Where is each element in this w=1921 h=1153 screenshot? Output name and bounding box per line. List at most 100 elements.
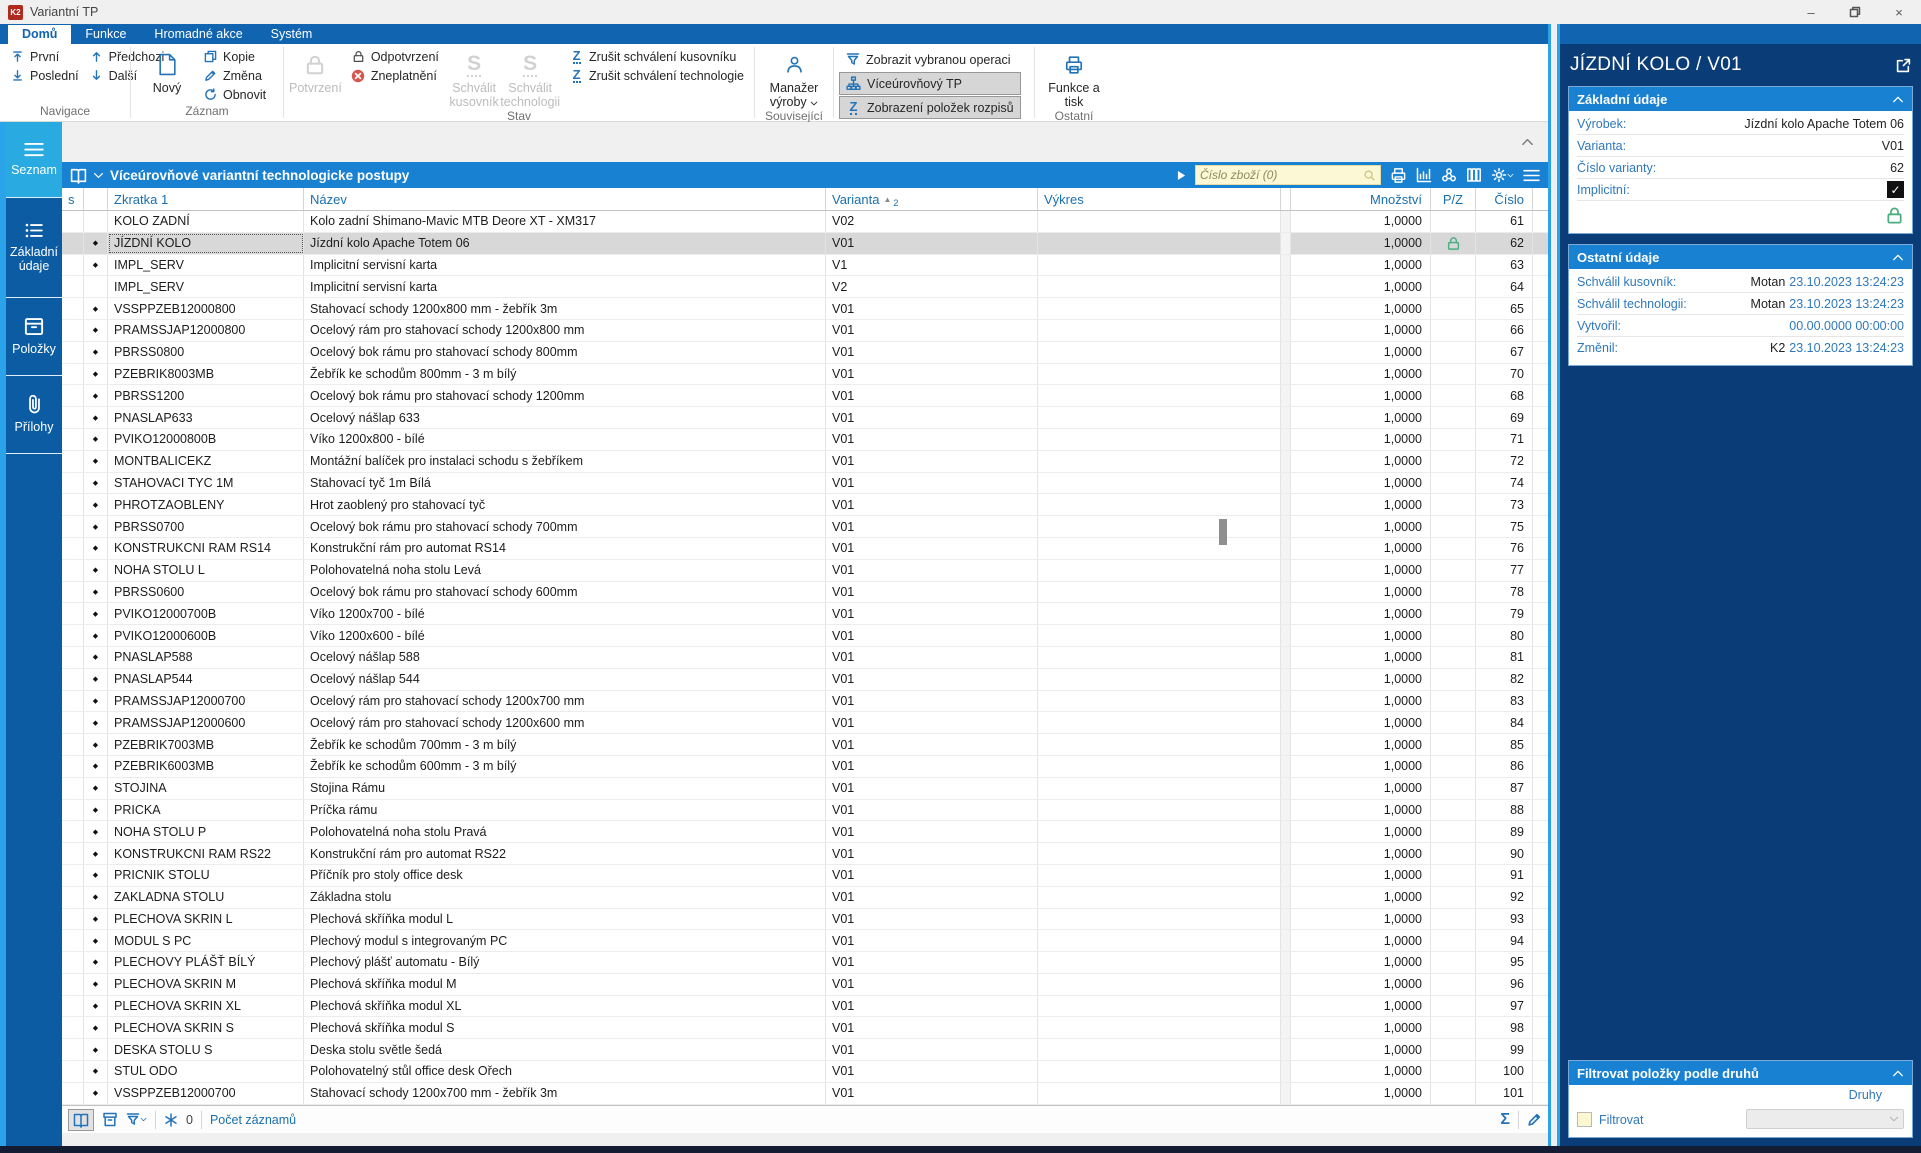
snowflake-icon[interactable] bbox=[164, 1113, 178, 1127]
column-header-marker[interactable] bbox=[84, 188, 108, 210]
scrollbar-track[interactable] bbox=[1281, 952, 1291, 973]
minimize-button[interactable]: – bbox=[1807, 4, 1815, 20]
scrollbar-track[interactable] bbox=[1281, 1082, 1291, 1104]
table-row[interactable]: ◆ PRAMSSJAP12000800 Ocelový rám pro stah… bbox=[62, 319, 1548, 342]
sidebar-item-zakladni-udaje[interactable]: Základní údaje bbox=[6, 198, 62, 298]
panel-splitter[interactable] bbox=[1548, 24, 1560, 1146]
scrollbar-track[interactable] bbox=[1281, 1061, 1291, 1082]
scrollbar-track[interactable] bbox=[1281, 603, 1291, 625]
table-row[interactable]: ◆ PLECHOVA SKRIN S Plechová skříňka modu… bbox=[62, 1017, 1548, 1040]
item-number-search-input[interactable] bbox=[1200, 168, 1363, 182]
gear-icon[interactable] bbox=[1491, 167, 1514, 183]
table-row[interactable]: ◆ PVIKO12000700B Víko 1200x700 - bílé V0… bbox=[62, 603, 1548, 626]
scrollbar-track[interactable] bbox=[1281, 821, 1291, 843]
scrollbar-track[interactable] bbox=[1281, 973, 1291, 995]
scrollbar-track[interactable] bbox=[1281, 516, 1291, 537]
collapse-icon[interactable] bbox=[1892, 96, 1904, 103]
scrollbar-track[interactable] bbox=[1281, 254, 1291, 276]
table-row[interactable]: ◆ VSSPPZEB12000700 Stahovací schody 1200… bbox=[62, 1082, 1548, 1105]
table-row[interactable]: ◆ STUL ODO Polohovatelný stůl office des… bbox=[62, 1061, 1548, 1083]
scrollbar-track[interactable] bbox=[1281, 1017, 1291, 1039]
scrollbar-track[interactable] bbox=[1281, 385, 1291, 407]
chart-icon[interactable] bbox=[1416, 167, 1432, 183]
scrollbar-track[interactable] bbox=[1281, 450, 1291, 472]
table-row[interactable]: ◆ MODUL S PC Plechový modul s integrovan… bbox=[62, 930, 1548, 953]
scrollbar-track[interactable] bbox=[1281, 232, 1291, 254]
tab-system[interactable]: Systém bbox=[270, 27, 313, 41]
change-button[interactable]: Změna bbox=[198, 66, 271, 85]
ribbon-collapse-button[interactable] bbox=[1521, 138, 1534, 146]
menu-icon[interactable] bbox=[1523, 169, 1540, 182]
column-header-vykres[interactable]: Výkres bbox=[1038, 188, 1281, 210]
table-row[interactable]: ◆ JÍZDNÍ KOLO Jízdní kolo Apache Totem 0… bbox=[62, 232, 1548, 255]
table-row[interactable]: ◆ PBRSS1200 Ocelový bok rámu pro stahova… bbox=[62, 385, 1548, 408]
table-row[interactable]: ◆ MONTBALICEKZ Montážní balíček pro inst… bbox=[62, 450, 1548, 473]
unconfirm-button[interactable]: Odpotvrzení bbox=[346, 47, 444, 66]
table-row[interactable]: ◆ NOHA STOLU P Polohovatelná noha stolu … bbox=[62, 821, 1548, 844]
table-row[interactable]: ◆ STOJINA Stojina Rámu V01 1,0000 87 bbox=[62, 777, 1548, 800]
scrollbar-track[interactable] bbox=[1281, 341, 1291, 363]
table-row[interactable]: ◆ KONSTRUKCNI RAM RS22 Konstrukční rám p… bbox=[62, 843, 1548, 865]
invalidate-button[interactable]: Zneplatnění bbox=[346, 66, 444, 85]
tab-domu[interactable]: Domů bbox=[8, 25, 72, 44]
table-row[interactable]: ◆ PVIKO12000800B Víko 1200x800 - bílé V0… bbox=[62, 428, 1548, 451]
restore-button[interactable] bbox=[1833, 0, 1877, 24]
sidebar-item-prilohy[interactable]: Přílohy bbox=[6, 376, 62, 454]
table-row[interactable]: ◆ VSSPPZEB12000800 Stahovací schody 1200… bbox=[62, 298, 1548, 320]
collapse-icon[interactable] bbox=[1892, 1070, 1904, 1077]
table-row[interactable]: IMPL_SERV Implicitní servisní karta V2 1… bbox=[62, 276, 1548, 299]
scrollbar-thumb[interactable] bbox=[1219, 519, 1227, 545]
table-row[interactable]: ◆ DESKA STOLU S Deska stolu světle šedá … bbox=[62, 1039, 1548, 1062]
scrollbar-track[interactable] bbox=[1281, 690, 1291, 712]
table-row[interactable]: ◆ PBRSS0700 Ocelový bok rámu pro stahova… bbox=[62, 516, 1548, 538]
column-header-cislo[interactable]: Číslo bbox=[1476, 188, 1533, 210]
scrollbar-track[interactable] bbox=[1281, 668, 1291, 690]
scrollbar-track[interactable] bbox=[1281, 472, 1291, 494]
book-icon[interactable] bbox=[70, 167, 87, 184]
last-button[interactable]: Poslední bbox=[5, 66, 84, 85]
table-row[interactable]: ◆ PLECHOVY PLÁŠŤ BÍLÝ Plechový plášť aut… bbox=[62, 952, 1548, 974]
book-view-toggle[interactable] bbox=[68, 1108, 94, 1131]
scrollbar-track[interactable] bbox=[1281, 843, 1291, 864]
table-row[interactable]: ◆ NOHA STOLU L Polohovatelná noha stolu … bbox=[62, 559, 1548, 582]
new-button[interactable]: Nový bbox=[136, 47, 198, 95]
table-row[interactable]: ◆ PRICKA Príčka rámu V01 1,0000 88 bbox=[62, 799, 1548, 822]
table-row[interactable]: ◆ PLECHOVA SKRIN M Plechová skříňka modu… bbox=[62, 973, 1548, 996]
approve-tech-button[interactable]: S Schválit technologii bbox=[500, 51, 561, 110]
refresh-button[interactable]: Obnovit bbox=[198, 85, 271, 104]
show-breakdown-items-button[interactable]: Z Zobrazení položek rozpisů bbox=[839, 96, 1021, 119]
table-row[interactable]: ◆ PLECHOVA SKRIN XL Plechová skříňka mod… bbox=[62, 995, 1548, 1018]
scrollbar-track[interactable] bbox=[1281, 995, 1291, 1017]
column-header-s[interactable]: s bbox=[62, 188, 84, 210]
implicit-checkbox[interactable]: ✓ bbox=[1887, 181, 1904, 198]
table-row[interactable]: ◆ PRAMSSJAP12000600 Ocelový rám pro stah… bbox=[62, 712, 1548, 735]
scrollbar-track[interactable] bbox=[1281, 537, 1291, 559]
scrollbar-track[interactable] bbox=[1281, 777, 1291, 799]
table-row[interactable]: ◆ PBRSS0800 Ocelový bok rámu pro stahova… bbox=[62, 341, 1548, 364]
scrollbar-track[interactable] bbox=[1281, 625, 1291, 646]
other-data-header[interactable]: Ostatní údaje bbox=[1569, 245, 1912, 269]
table-row[interactable]: ◆ STAHOVACI TYC 1M Stahovací tyč 1m Bílá… bbox=[62, 472, 1548, 495]
sum-icon[interactable]: Σ bbox=[1500, 1110, 1510, 1128]
play-dropdown-icon[interactable] bbox=[1177, 170, 1186, 181]
scrollbar-track[interactable] bbox=[1281, 407, 1291, 428]
scrollbar-track[interactable] bbox=[1281, 211, 1291, 232]
collapse-icon[interactable] bbox=[1892, 254, 1904, 261]
scrollbar-track[interactable] bbox=[1281, 734, 1291, 755]
table-row[interactable]: ◆ PRICNIK STOLU Příčník pro stoly office… bbox=[62, 864, 1548, 887]
column-header-varianta[interactable]: Varianta ▲ 2 bbox=[826, 188, 1038, 210]
edit-pencil-icon[interactable] bbox=[1527, 1112, 1542, 1127]
previous-button[interactable]: Předchozi bbox=[84, 47, 170, 66]
close-button[interactable]: × bbox=[1895, 4, 1903, 20]
archive-box-icon[interactable] bbox=[102, 1112, 118, 1127]
table-row[interactable]: ◆ PBRSS0600 Ocelový bok rámu pro stahova… bbox=[62, 581, 1548, 604]
scrollbar-track[interactable] bbox=[1281, 712, 1291, 734]
confirm-button[interactable]: Potvrzení bbox=[289, 47, 342, 95]
functions-print-button[interactable]: Funkce a tisk bbox=[1040, 47, 1108, 109]
scrollbar-track[interactable] bbox=[1281, 908, 1291, 930]
table-row[interactable]: ◆ PRAMSSJAP12000700 Ocelový rám pro stah… bbox=[62, 690, 1548, 713]
scrollbar-track[interactable] bbox=[1281, 298, 1291, 319]
scrollbar-track[interactable] bbox=[1281, 864, 1291, 886]
column-header-mnozstvi[interactable]: Množství bbox=[1291, 188, 1431, 210]
table-row[interactable]: ◆ KONSTRUKCNI RAM RS14 Konstrukční rám p… bbox=[62, 537, 1548, 560]
